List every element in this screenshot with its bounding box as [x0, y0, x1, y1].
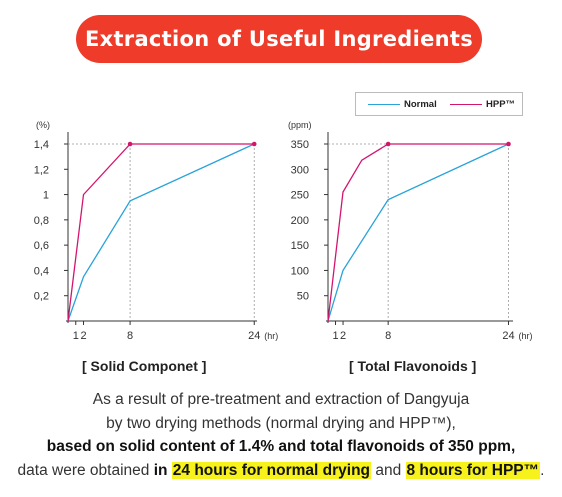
description-line-4-and: and [371, 461, 406, 479]
legend-swatch-normal [368, 103, 400, 105]
series-line-normal [67, 143, 255, 322]
x-tick-label: 8 [127, 330, 133, 342]
page-title: Extraction of Useful Ingredients [84, 27, 474, 51]
legend-item-normal: Normal [368, 93, 437, 115]
series-line-normal [327, 143, 509, 322]
x-tick-label: 1 [73, 330, 79, 342]
y-tick-label: 0,2 [34, 291, 49, 303]
highlight-hpp: 8 hours for HPP™ [405, 461, 541, 479]
solid-component-chart: (%)0,20,40,60,811,21,41 2 8 24 (hr) [34, 120, 279, 342]
y-tick-label: 1 [43, 190, 49, 202]
legend-item-hpp: HPP™ [450, 93, 515, 115]
legend-label-normal: Normal [404, 98, 437, 110]
description-line-4-in: in [153, 461, 172, 479]
y-tick-label: 1,2 [34, 164, 49, 176]
data-point-hpp [251, 141, 257, 147]
description-line-2: by two drying methods (normal drying and… [106, 414, 456, 432]
description-line-1: As a result of pre-treatment and extract… [92, 391, 470, 408]
y-tick-label: 50 [297, 291, 309, 303]
legend: Normal HPP™ [355, 92, 523, 116]
x-axis-unit: (hr) [518, 331, 532, 341]
series-line-hpp [327, 143, 509, 322]
y-tick-label: 100 [291, 265, 309, 277]
y-tick-label: 1,4 [34, 139, 49, 151]
y-tick-label: 300 [291, 164, 309, 176]
total-flavonoids-caption: [ Total Flavonoids ] [349, 358, 477, 374]
x-tick-label: 24 [248, 330, 260, 342]
data-point-hpp [127, 141, 133, 147]
y-tick-label: 0,4 [34, 265, 49, 277]
legend-swatch-hpp [450, 103, 482, 105]
x-tick-label: 1 [332, 330, 338, 342]
description: As a result of pre-treatment and extract… [0, 388, 562, 482]
description-line-4-pre: data were obtained [17, 461, 154, 479]
y-axis-unit: (ppm) [288, 120, 312, 130]
y-tick-label: 0,8 [34, 215, 49, 227]
x-axis-unit: (hr) [264, 331, 278, 341]
solid-component-caption: [ Solid Componet ] [82, 358, 207, 374]
data-point-hpp [385, 141, 391, 147]
series-line-hpp [67, 143, 255, 322]
x-tick-label: 8 [385, 330, 391, 342]
x-tick-label: 2 [340, 330, 346, 342]
description-line-4: data were obtained in 24 hours for norma… [0, 459, 562, 483]
data-point-hpp [506, 141, 511, 147]
y-axis-unit: (%) [36, 120, 50, 130]
x-tick-label: 24 [502, 330, 514, 342]
total-flavonoids-chart: (ppm) 50 100 150 200 250 300 350 1 2 8 24 (hr) [288, 120, 532, 342]
y-tick-label: 350 [291, 139, 309, 151]
description-line-3: based on solid content of 1.4% and total… [46, 438, 516, 455]
y-tick-label: 150 [291, 240, 309, 252]
title-banner: Extraction of Useful Ingredients [76, 15, 482, 63]
legend-label-hpp: HPP™ [486, 98, 516, 110]
x-tick-label: 2 [80, 330, 86, 342]
highlight-normal-drying: 24 hours for normal drying [171, 461, 372, 479]
y-tick-label: 200 [291, 215, 309, 227]
y-tick-label: 0,6 [34, 240, 49, 252]
description-line-4-end: . [540, 461, 545, 479]
y-tick-label: 250 [291, 190, 309, 202]
